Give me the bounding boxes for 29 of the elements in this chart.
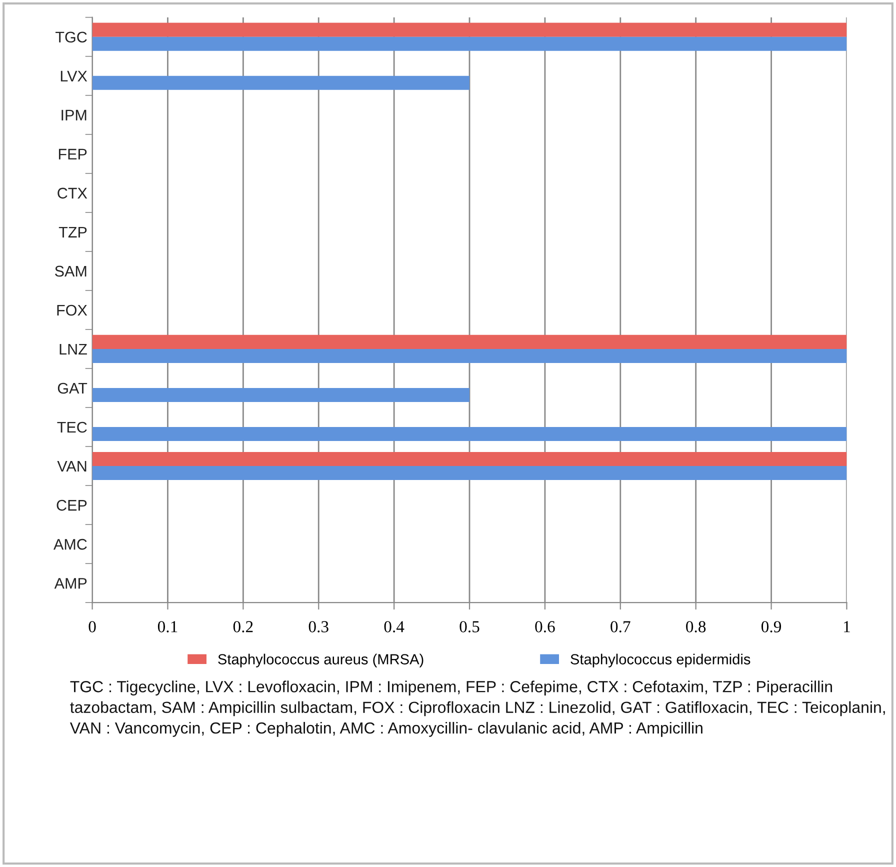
- x-tick-label: 0.2: [233, 621, 253, 632]
- x-tick-label: 0.3: [308, 621, 328, 632]
- x-tick-label: 0.1: [158, 621, 178, 632]
- y-tick-label: FOX: [57, 304, 88, 316]
- y-tick-label: TEC: [57, 422, 87, 433]
- x-tick-label: 0.8: [686, 621, 706, 632]
- y-tick-label: FEP: [58, 148, 87, 160]
- legend-label: Staphylococcus aureus (MRSA): [218, 654, 424, 668]
- x-tick-label: 0: [88, 621, 96, 632]
- legend-label: Staphylococcus epidermidis: [570, 654, 750, 668]
- y-tick-label: TGC: [56, 32, 87, 43]
- x-tick-label: 0.9: [761, 621, 782, 632]
- text: TGC : Tigecycline, LVX : Levofloxacin, IPM : Imipenem, FEP : Cefepime, CTX : Cefotaxim, TZP : Piperacillin tazobactam, SAM : Ampicillin sulbactam, FOX : Ciprofloxacin LNZ : Linezolid, GAT : Gatifloxacin, TEC : Teicoplanin, VAN : Vancomycin, CEP : Cephalotin, AMC : Amoxycillin- clavulanic acid, AMP : Ampicillin: [70, 680, 885, 737]
- y-tick-label: IPM: [62, 110, 86, 120]
- x-tick-label: 0.4: [384, 621, 404, 632]
- y-tick-label: AMC: [54, 538, 87, 550]
- x-tick-label: 0.6: [535, 621, 555, 632]
- y-tick-label: LVX: [60, 70, 88, 82]
- x-tick-label: 0.7: [610, 621, 630, 632]
- y-tick-label: AMP: [54, 578, 87, 589]
- y-tick-label: SAM: [55, 266, 86, 277]
- y-tick-label: LNZ: [60, 344, 87, 355]
- x-tick-label: 1: [844, 621, 850, 632]
- x-tick-label: 0.5: [460, 621, 480, 632]
- y-tick-label: VAN: [57, 461, 86, 472]
- y-tick-label: TZP: [58, 226, 87, 238]
- y-tick-label: CTX: [58, 188, 88, 199]
- y-tick-label: CEP: [56, 500, 87, 511]
- y-tick-label: GAT: [58, 382, 88, 394]
